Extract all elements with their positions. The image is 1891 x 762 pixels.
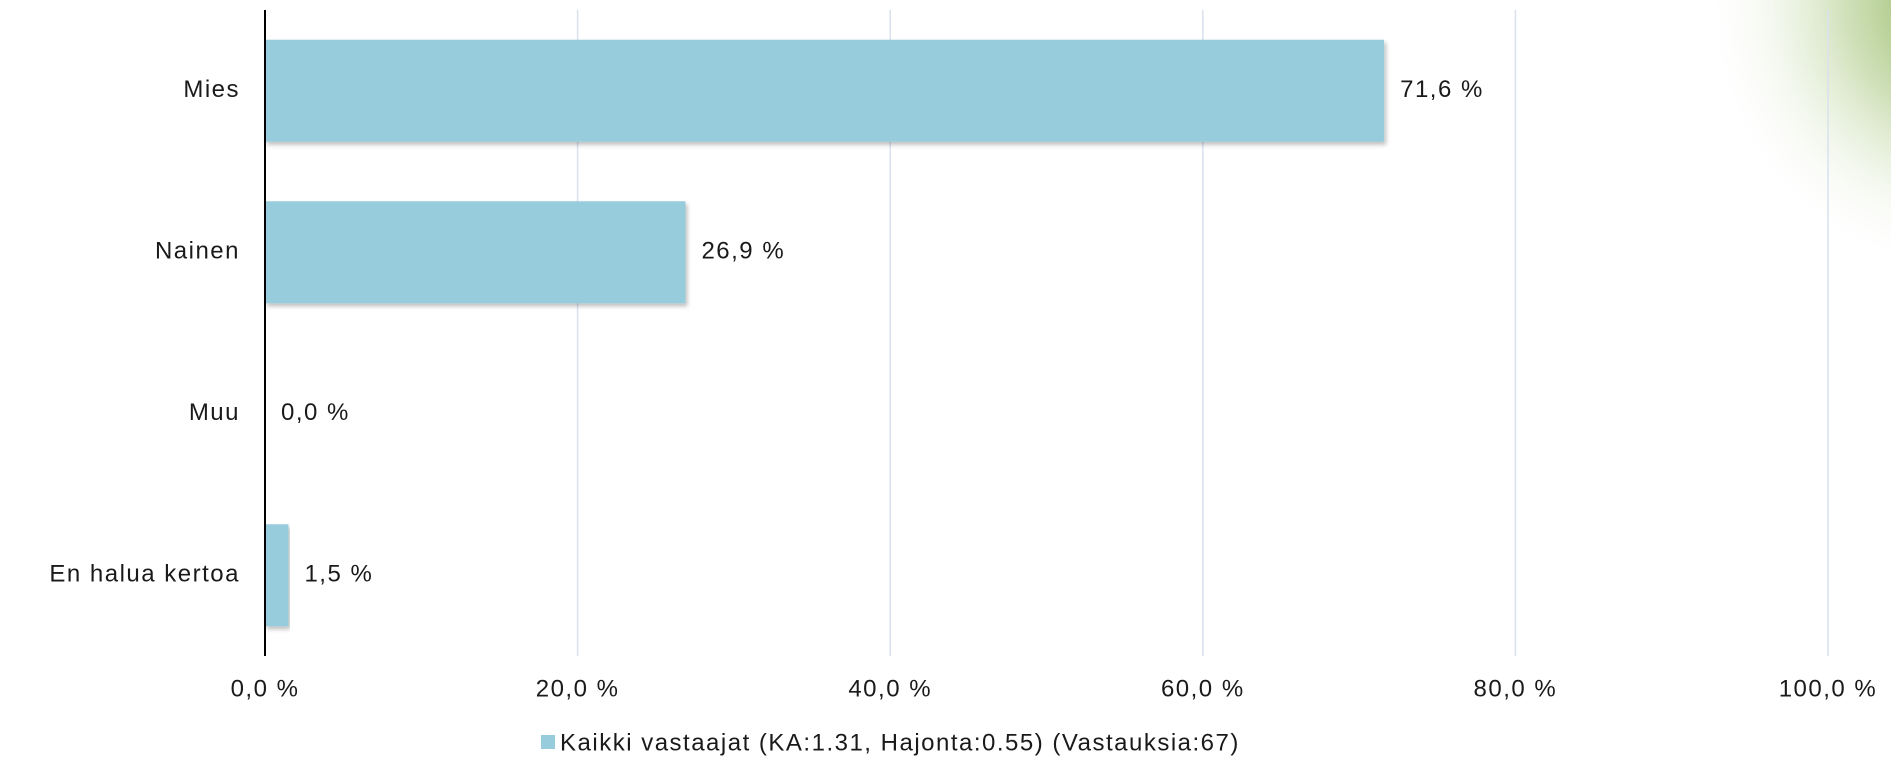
bar xyxy=(265,39,1385,142)
value-label: 0,0 % xyxy=(281,399,350,426)
y-tick-label: En halua kertoa xyxy=(49,561,240,588)
y-tick-label: Nainen xyxy=(155,238,240,265)
value-label: 26,9 % xyxy=(701,238,785,265)
x-tick-label: 80,0 % xyxy=(1474,675,1558,702)
value-label: 1,5 % xyxy=(304,561,373,588)
legend-swatch xyxy=(541,735,555,749)
y-tick-label: Mies xyxy=(183,76,240,103)
bar xyxy=(265,201,686,304)
legend-label: Kaikki vastaajat (KA:1.31, Hajonta:0.55)… xyxy=(560,729,1240,756)
y-tick-label: Muu xyxy=(189,399,240,426)
decoration xyxy=(1701,0,1891,280)
x-tick-label: 20,0 % xyxy=(536,675,620,702)
x-tick-label: 0,0 % xyxy=(231,675,300,702)
x-tick-label: 40,0 % xyxy=(848,675,932,702)
x-tick-label: 100,0 % xyxy=(1779,675,1878,702)
x-tick-label: 60,0 % xyxy=(1161,675,1245,702)
bar xyxy=(265,524,289,627)
value-label: 71,6 % xyxy=(1400,76,1484,103)
